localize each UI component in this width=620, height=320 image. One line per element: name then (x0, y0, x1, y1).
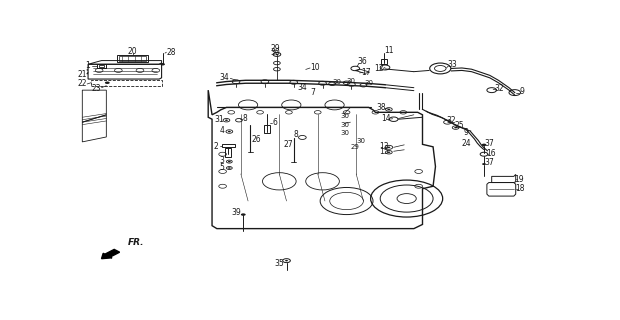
Text: 11: 11 (384, 46, 394, 55)
Text: 14: 14 (382, 114, 391, 123)
Text: 17: 17 (361, 68, 371, 77)
Text: 31: 31 (215, 115, 224, 124)
Text: 34: 34 (219, 73, 229, 82)
Text: 32: 32 (446, 116, 456, 125)
Circle shape (388, 147, 391, 148)
Text: 1: 1 (86, 61, 91, 70)
Text: 28: 28 (166, 48, 176, 57)
Circle shape (454, 127, 457, 128)
Polygon shape (86, 69, 88, 71)
Text: 36: 36 (357, 57, 367, 66)
Text: 8: 8 (242, 114, 247, 123)
Circle shape (228, 131, 231, 132)
Text: 12: 12 (374, 64, 384, 73)
Text: 34: 34 (298, 83, 308, 92)
Text: 38: 38 (376, 103, 386, 112)
Text: 18: 18 (515, 184, 525, 193)
Bar (91, 80, 162, 86)
Text: 32: 32 (495, 84, 504, 93)
Text: 35: 35 (275, 259, 284, 268)
Circle shape (160, 63, 165, 66)
Text: 30: 30 (270, 48, 280, 57)
Text: 29: 29 (351, 144, 360, 150)
Bar (117, 55, 148, 62)
Circle shape (388, 108, 391, 110)
Text: 39: 39 (231, 208, 241, 217)
Bar (226, 148, 231, 157)
Text: 15: 15 (379, 147, 388, 156)
Circle shape (225, 119, 228, 121)
Text: 30: 30 (356, 138, 366, 144)
Text: 4: 4 (219, 126, 224, 135)
Circle shape (285, 260, 288, 261)
Text: 24: 24 (462, 139, 472, 148)
Circle shape (388, 151, 391, 153)
Text: 22: 22 (78, 79, 87, 89)
Text: FR.: FR. (128, 238, 144, 247)
Text: 9: 9 (463, 128, 468, 137)
Text: 2: 2 (213, 142, 218, 151)
Circle shape (228, 161, 231, 162)
Text: 30: 30 (332, 79, 342, 85)
Text: 33: 33 (448, 60, 457, 69)
Bar (99, 65, 104, 67)
Polygon shape (86, 72, 88, 74)
Text: 6: 6 (272, 118, 277, 127)
Text: 27: 27 (283, 140, 293, 149)
Text: 8: 8 (294, 130, 298, 139)
Bar (119, 56, 146, 61)
Circle shape (482, 163, 486, 165)
Text: 3: 3 (219, 156, 224, 165)
Text: 20: 20 (128, 47, 138, 56)
Text: 37: 37 (484, 139, 494, 148)
Bar (264, 125, 270, 133)
Text: 29: 29 (271, 44, 280, 53)
Text: 30: 30 (340, 130, 349, 136)
Text: 30: 30 (340, 122, 349, 128)
Text: 26: 26 (252, 135, 261, 144)
Text: 10: 10 (311, 63, 320, 72)
Circle shape (482, 144, 487, 146)
Text: 9: 9 (519, 87, 524, 96)
Text: 25: 25 (454, 121, 464, 130)
Text: 13: 13 (379, 142, 388, 151)
Text: 5: 5 (219, 163, 224, 172)
Text: 19: 19 (514, 175, 523, 184)
Text: 21: 21 (78, 70, 87, 79)
Text: 30: 30 (347, 78, 356, 84)
Text: 16: 16 (486, 149, 495, 158)
Bar (381, 59, 387, 64)
Circle shape (228, 167, 231, 169)
Circle shape (275, 54, 278, 55)
Text: 7: 7 (311, 88, 316, 97)
Text: 30: 30 (365, 80, 374, 86)
Text: 37: 37 (484, 158, 494, 167)
Text: 23: 23 (92, 84, 102, 93)
Text: 30: 30 (340, 113, 349, 119)
FancyArrow shape (102, 249, 120, 259)
Circle shape (105, 82, 110, 84)
Circle shape (241, 213, 246, 216)
